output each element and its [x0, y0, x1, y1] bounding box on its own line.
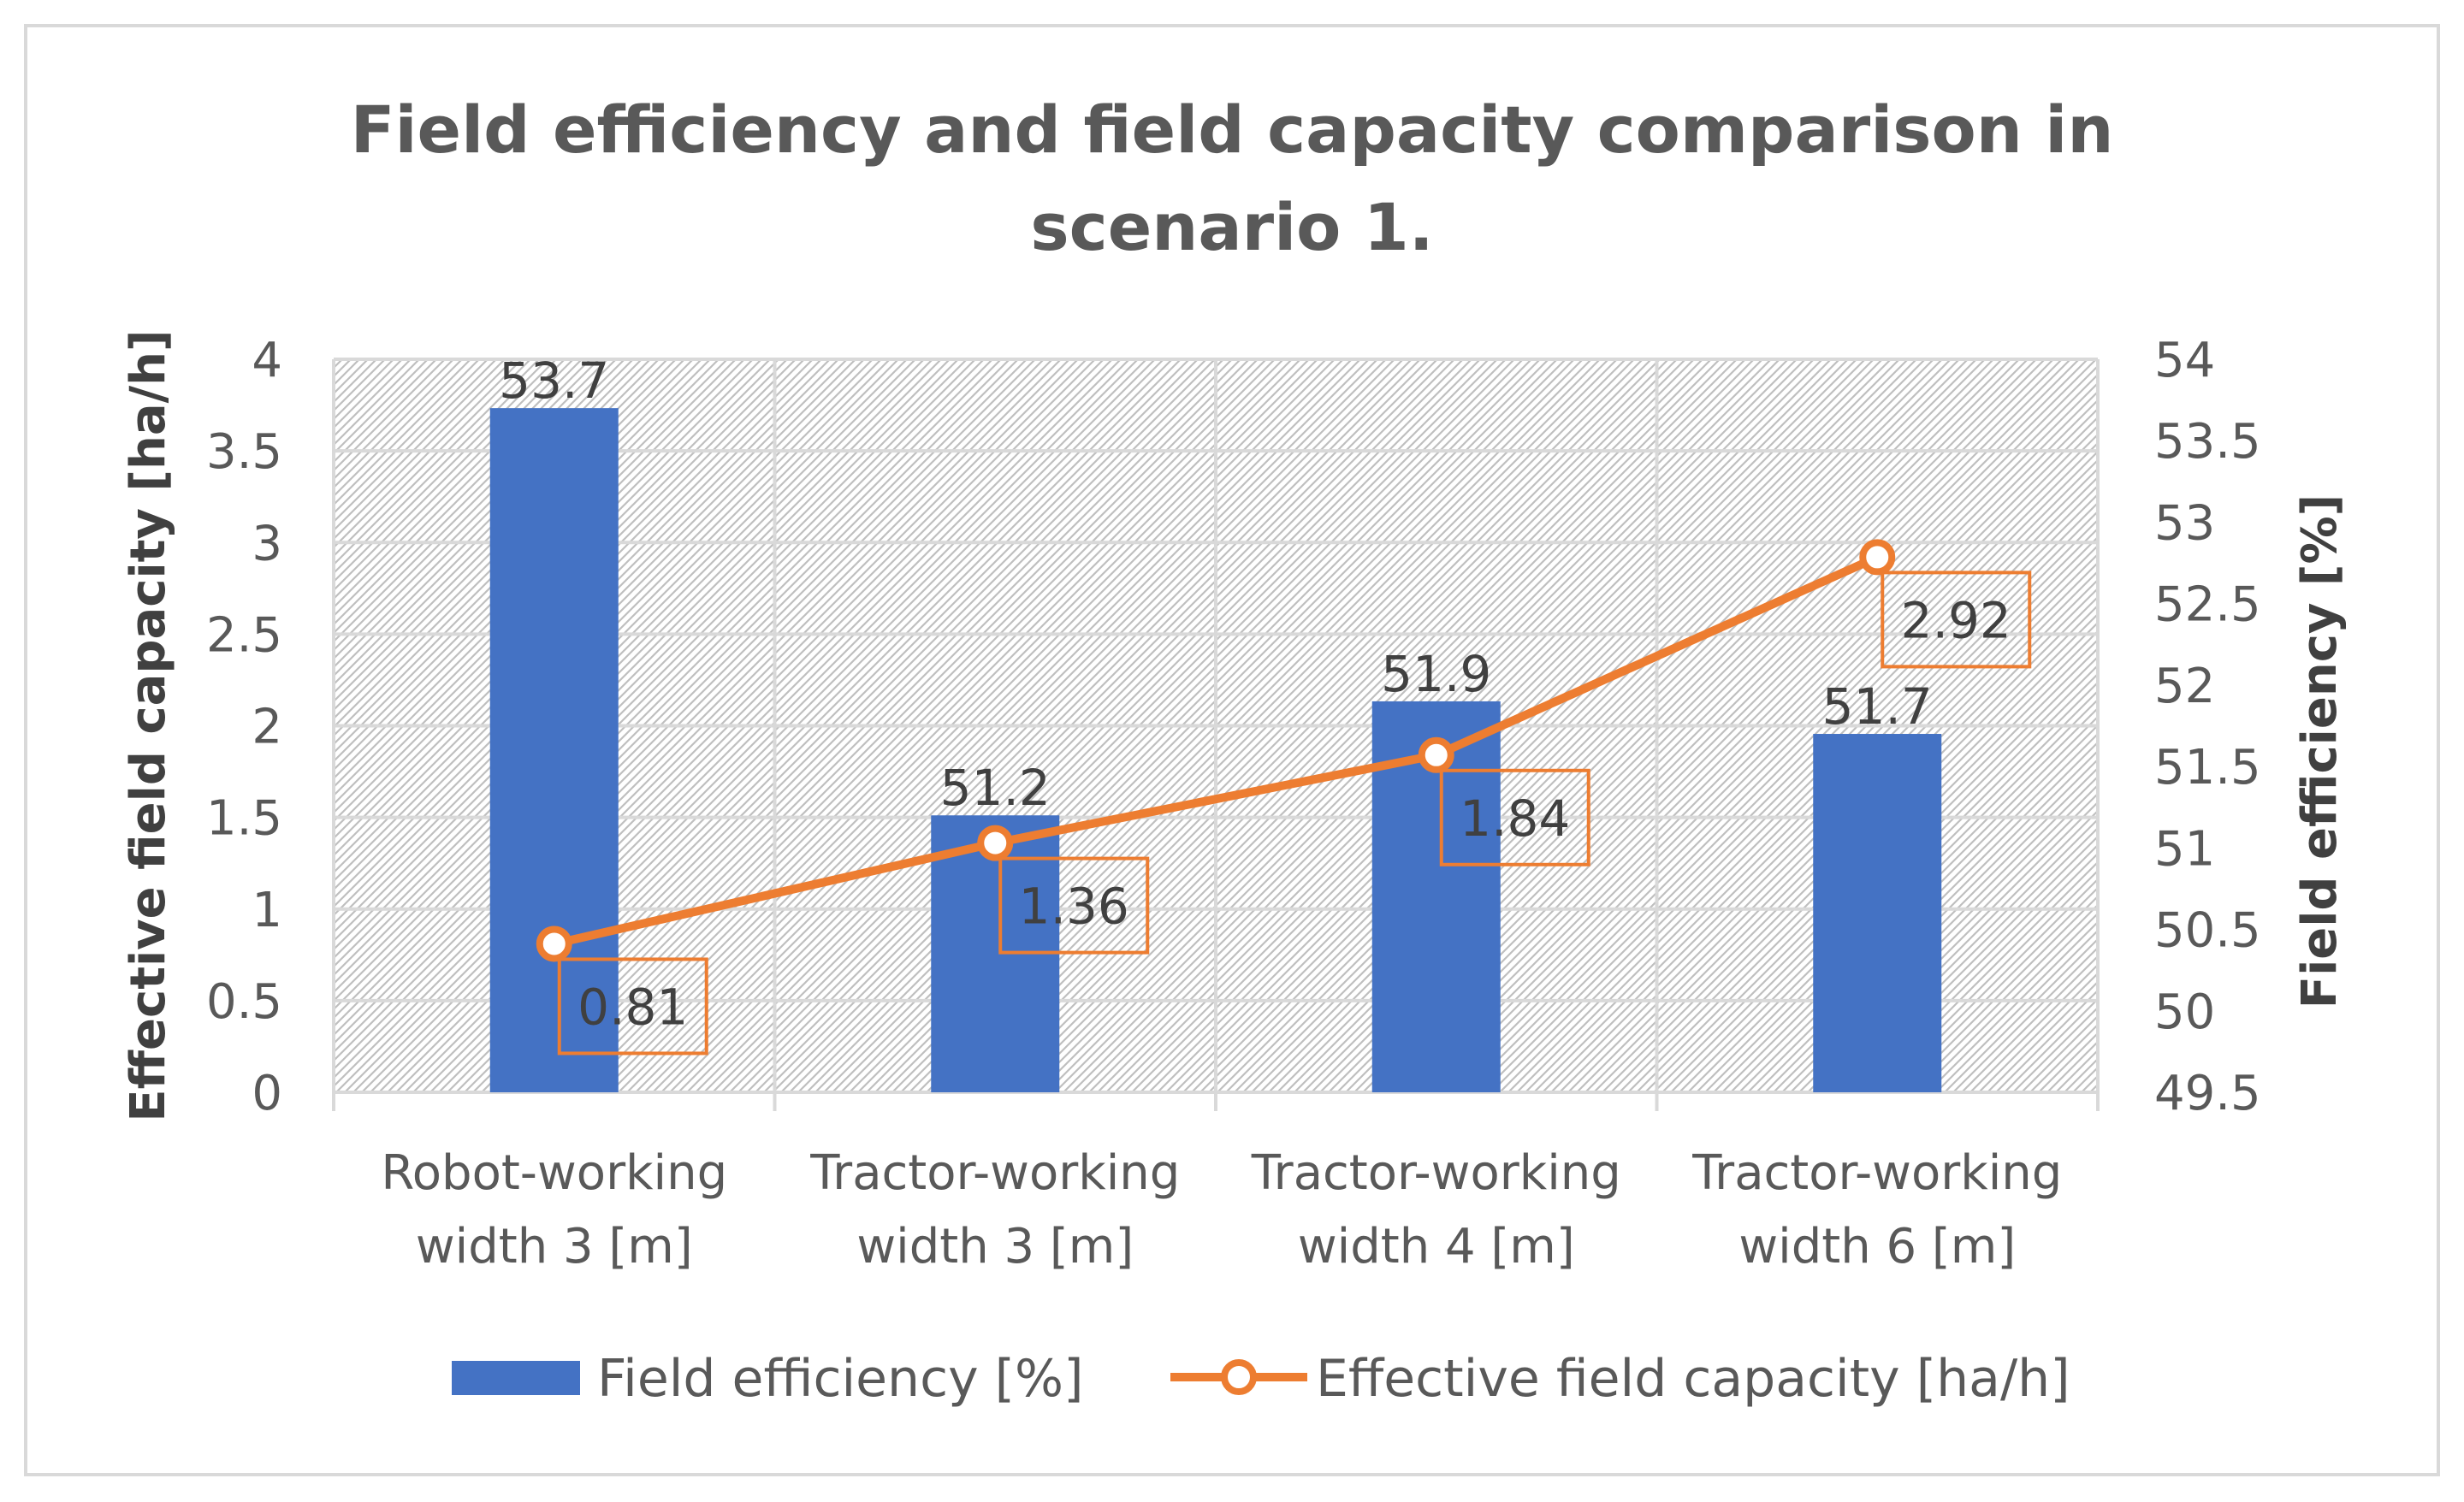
left-axis-tick-label: 0 [252, 1066, 282, 1121]
axes [332, 1091, 2100, 1111]
bar-value-label: 51.7 [1822, 677, 1933, 736]
category-label: Tractor-working [809, 1145, 1180, 1201]
left-axis-tick-label: 3 [252, 516, 282, 571]
right-axis-tick-label: 53.5 [2154, 414, 2261, 470]
right-axis-tick-label: 52.5 [2154, 577, 2261, 633]
category-label: width 3 [m] [416, 1219, 693, 1274]
left-axis-tick-label: 2 [252, 700, 282, 755]
category-label: Tractor-working [1251, 1145, 1621, 1201]
right-axis-tick-label: 50.5 [2154, 903, 2261, 959]
line-series [536, 539, 1896, 962]
legend: Field efficiency [%] Effective field cap… [452, 1349, 2070, 1409]
left-axis-tick-label: 3.5 [206, 424, 282, 480]
category-label: Robot-working [381, 1145, 727, 1201]
chart-title-line2: scenario 1. [1030, 189, 1433, 265]
tick-labels: 0 0.5 1 1.5 2 2.5 3 3.5 4 49.5 50 50.5 51 51.5 52 52.5 5… [206, 333, 2261, 1274]
line-value-label: 2.92 [1901, 591, 2011, 649]
line-label-box [557, 957, 708, 1056]
bar-value-label: 51.9 [1381, 645, 1491, 703]
legend-marker-field-capacity [1221, 1359, 1257, 1395]
line-point [536, 925, 572, 962]
data-labels: 53.7 51.2 51.9 51.7 0.81 1.36 1.84 2.92 [499, 352, 2032, 1056]
left-axis-title: Effective field capacity [ha/h] [121, 329, 176, 1121]
category-label: width 6 [m] [1738, 1219, 2016, 1274]
line-label-box [1881, 571, 2032, 669]
left-axis-tick-label: 1.5 [206, 791, 282, 847]
gridlines [332, 358, 2100, 1094]
left-axis-tick-label: 4 [252, 333, 282, 388]
line-label-box [1439, 768, 1590, 866]
right-axis-tick-label: 53 [2154, 495, 2215, 551]
bar-value-label: 53.7 [499, 352, 609, 410]
line-value-label: 0.81 [578, 978, 688, 1036]
series-line [553, 553, 1880, 949]
bar [489, 408, 619, 1093]
line-label-box [998, 856, 1150, 955]
line-value-label: 1.36 [1019, 878, 1129, 936]
right-axis-tick-label: 52 [2154, 659, 2215, 714]
right-axis-tick-label: 54 [2154, 333, 2215, 388]
right-axis-tick-label: 51.5 [2154, 740, 2261, 795]
line-value-label: 1.84 [1460, 789, 1570, 848]
legend-label-field-capacity: Effective field capacity [ha/h] [1316, 1349, 2070, 1409]
legend-label-field-efficiency: Field efficiency [%] [597, 1349, 1083, 1409]
legend-swatch-field-efficiency [452, 1361, 580, 1395]
bar-value-label: 51.2 [940, 759, 1051, 817]
right-axis-tick-label: 50 [2154, 985, 2215, 1040]
category-label: Tractor-working [1691, 1145, 2062, 1201]
line-point [1859, 539, 1896, 576]
chart-title: Field efficiency and field capacity comp… [351, 92, 2114, 168]
left-axis-tick-label: 0.5 [206, 974, 282, 1030]
right-axis-title: Field efficiency [%] [2292, 494, 2348, 1008]
category-label: width 3 [m] [856, 1219, 1134, 1274]
left-axis-tick-label: 2.5 [206, 607, 282, 663]
right-axis-tick-label: 51 [2154, 821, 2215, 877]
category-label: width 4 [m] [1298, 1219, 1575, 1274]
line-point [977, 825, 1014, 861]
right-axis-tick-label: 49.5 [2154, 1066, 2261, 1121]
bar [1813, 734, 1942, 1092]
left-axis-tick-label: 1 [252, 883, 282, 938]
line-point [1418, 736, 1454, 773]
